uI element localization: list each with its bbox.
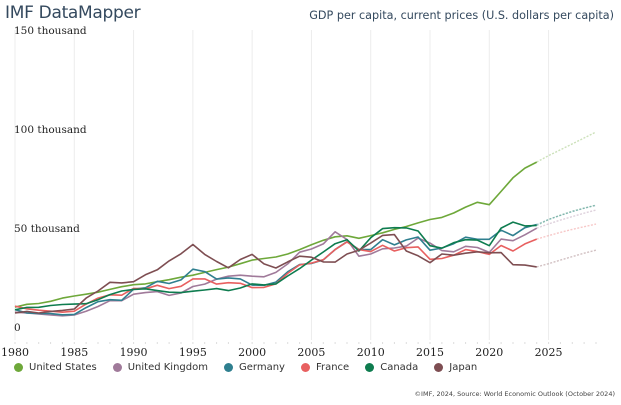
legend-item-france[interactable]: France — [300, 362, 350, 373]
legend-label: United Kingdom — [127, 362, 208, 373]
legend-swatch-icon — [223, 363, 233, 372]
legend-label: Germany — [238, 362, 285, 373]
projection-line-canada — [536, 204, 597, 227]
series-line-canada[interactable] — [14, 221, 537, 311]
x-tick-label: 1985 — [60, 346, 88, 359]
x-tick-label: 2025 — [535, 346, 563, 359]
x-tick-label: 2020 — [475, 346, 503, 359]
legend-label: Canada — [380, 362, 419, 373]
legend-swatch-icon — [300, 363, 310, 372]
legend-item-canada[interactable]: Canada — [365, 362, 418, 373]
projection-line-japan — [536, 249, 597, 268]
projection-line-germany — [536, 204, 597, 226]
y-axis: 0 50 thousand 100 thousand 150 thousand — [14, 25, 87, 334]
series-line-united-states[interactable] — [14, 161, 538, 308]
legend-swatch-icon — [365, 363, 375, 372]
x-tick-label: 2015 — [416, 346, 444, 359]
legend-item-united-states[interactable]: United States — [14, 362, 97, 373]
gridlines — [14, 30, 597, 344]
legend-label: Japan — [449, 362, 478, 373]
indicator-title: GDP per capita, current prices (U.S. dol… — [309, 9, 614, 22]
projection-line-united-states — [536, 131, 597, 163]
y-tick-label: 100 thousand — [14, 124, 87, 136]
series-lines — [14, 131, 597, 317]
x-tick-label: 1995 — [179, 346, 207, 359]
legend: United States United Kingdom Germany France… — [14, 362, 477, 373]
y-tick-label: 150 thousand — [14, 25, 87, 37]
legend-swatch-icon — [434, 363, 444, 372]
series-line-japan[interactable] — [14, 233, 537, 314]
x-tick-label: 2010 — [357, 346, 385, 359]
x-tick-label: 1980 — [1, 346, 29, 359]
series-line-united-kingdom[interactable] — [14, 227, 538, 317]
x-tick-label: 1990 — [120, 346, 148, 359]
source-credit: ©IMF, 2024, Source: World Economic Outlo… — [414, 390, 615, 398]
legend-item-united-kingdom[interactable]: United Kingdom — [112, 362, 208, 373]
legend-item-germany[interactable]: Germany — [223, 362, 285, 373]
legend-swatch-icon — [14, 363, 23, 372]
y-tick-label: 50 thousand — [14, 223, 80, 235]
y-tick-label: 0 — [14, 322, 21, 334]
projection-line-france — [536, 223, 597, 240]
x-axis: 1980 1985 1990 1995 2000 2005 2010 2015 2020 2025 — [1, 346, 563, 359]
projection-line-united-kingdom — [536, 209, 597, 229]
legend-label: France — [315, 362, 350, 373]
legend-label: United States — [29, 362, 97, 373]
x-tick-label: 2005 — [297, 346, 325, 359]
x-tick-label: 2000 — [238, 346, 266, 359]
app-title: IMF DataMapper — [5, 3, 141, 23]
legend-item-japan[interactable]: Japan — [434, 362, 477, 373]
legend-swatch-icon — [112, 363, 122, 372]
